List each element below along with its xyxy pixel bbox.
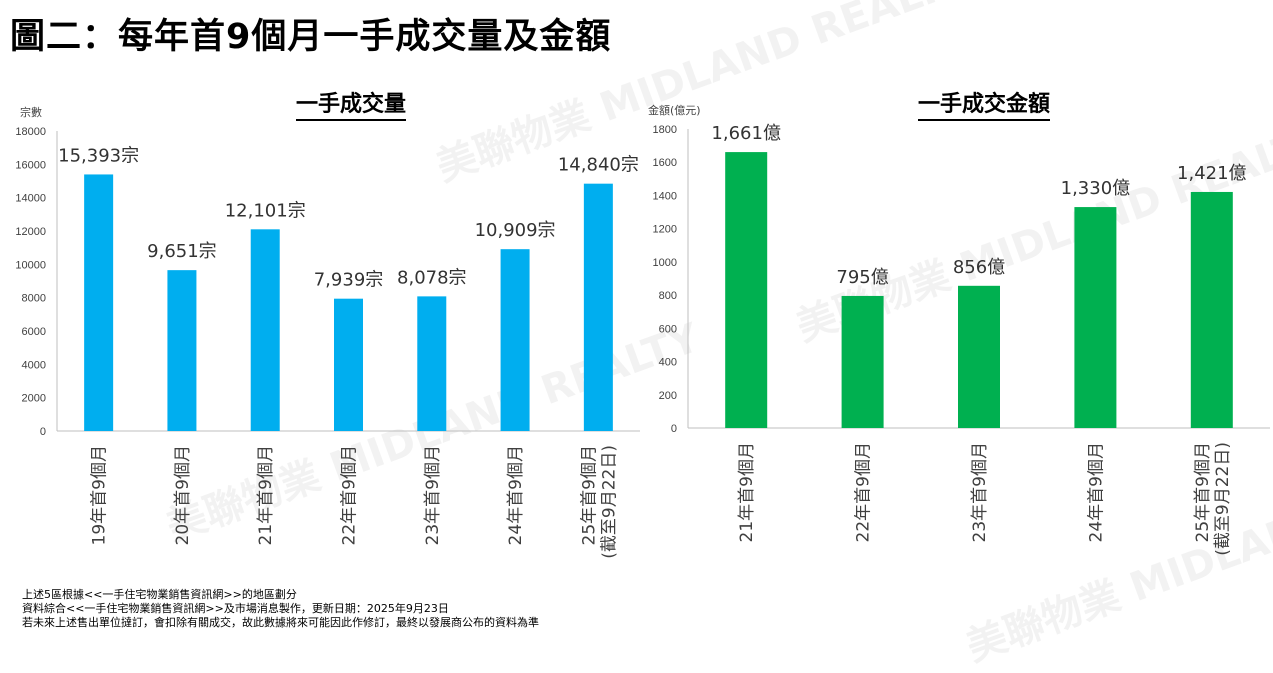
y-tick-label: 0 xyxy=(671,423,677,435)
bar xyxy=(167,270,197,431)
x-tick-label: 21年首9個月 xyxy=(256,445,276,545)
data-label: 14,840宗 xyxy=(558,155,639,176)
bar xyxy=(500,249,530,431)
x-tick-label: 24年首9個月 xyxy=(506,445,526,545)
y-tick-label: 400 xyxy=(659,357,677,369)
x-tick-label: 25年首9個月 xyxy=(579,445,599,545)
bar xyxy=(417,296,447,431)
x-tick-label: 19年首9個月 xyxy=(90,445,110,545)
y-tick-label: 16000 xyxy=(15,159,46,171)
data-label: 9,651宗 xyxy=(147,241,217,262)
x-tick-label: 22年首9個月 xyxy=(854,442,874,542)
bar xyxy=(583,183,613,431)
data-label: 1,330億 xyxy=(1061,178,1131,199)
x-tick-label: 25年首9個月 xyxy=(1193,442,1213,542)
x-tick-label: 22年首9個月 xyxy=(340,445,360,545)
x-tick-label: 23年首9個月 xyxy=(423,445,443,545)
bar xyxy=(334,298,363,431)
y-tick-label: 800 xyxy=(659,290,677,302)
x-tick-label: (截至9月22日) xyxy=(1213,442,1233,556)
y-tick-label: 14000 xyxy=(15,193,46,205)
bar-charts: 0200040006000800010000120001400016000180… xyxy=(15,123,1270,559)
bar xyxy=(1074,207,1117,428)
y-axis-label-volume: 宗數 xyxy=(20,106,42,119)
data-label: 12,101宗 xyxy=(225,200,306,221)
y-tick-label: 1000 xyxy=(653,257,677,269)
data-label: 1,421億 xyxy=(1177,163,1247,184)
footnote: 資料綜合<<一手住宅物業銷售資訊網>>及市場消息製作，更新日期：2025年9月2… xyxy=(22,602,449,615)
chart-title-volume: 一手成交量 xyxy=(296,86,407,121)
data-label: 8,078宗 xyxy=(397,267,467,288)
footnote: 若未來上述售出單位撻訂，會扣除有關成交，故此數據將來可能因此作修訂，最終以發展商… xyxy=(22,616,539,629)
data-label: 15,393宗 xyxy=(58,145,139,166)
chart-title-amount: 一手成交金額 xyxy=(918,86,1051,121)
y-tick-label: 4000 xyxy=(22,359,46,371)
y-tick-label: 12000 xyxy=(15,226,46,238)
x-tick-label: 24年首9個月 xyxy=(1086,442,1106,542)
y-axis-label-amount: 金額(億元) xyxy=(648,104,701,117)
bar xyxy=(841,295,884,428)
x-tick-label: 20年首9個月 xyxy=(173,445,193,545)
data-label: 1,661億 xyxy=(711,123,781,144)
y-tick-label: 600 xyxy=(659,323,677,335)
data-label: 7,939宗 xyxy=(314,270,384,291)
bar xyxy=(725,152,768,428)
y-tick-label: 1800 xyxy=(653,124,677,136)
y-tick-label: 18000 xyxy=(15,126,46,138)
y-tick-label: 2000 xyxy=(22,393,46,405)
y-tick-label: 10000 xyxy=(15,259,46,271)
y-tick-label: 200 xyxy=(659,390,677,402)
x-tick-label: 23年首9個月 xyxy=(970,442,990,542)
y-tick-label: 1200 xyxy=(653,224,677,236)
x-tick-label: 21年首9個月 xyxy=(737,442,757,542)
bar xyxy=(958,285,1000,428)
bar xyxy=(250,229,280,431)
footnotes: 上述5區根據<<一手住宅物業銷售資訊網>>的地區劃分 資料綜合<<一手住宅物業銷… xyxy=(22,588,539,630)
x-tick-label: (截至9月22日) xyxy=(599,445,619,559)
y-tick-label: 1400 xyxy=(653,190,677,202)
bar xyxy=(84,174,114,431)
data-label: 10,909宗 xyxy=(475,220,556,241)
y-tick-label: 6000 xyxy=(22,326,46,338)
y-tick-label: 0 xyxy=(40,426,46,438)
footnote: 上述5區根據<<一手住宅物業銷售資訊網>>的地區劃分 xyxy=(22,588,297,601)
data-label: 856億 xyxy=(953,257,1005,278)
y-tick-label: 8000 xyxy=(22,293,46,305)
data-label: 795億 xyxy=(836,267,888,288)
page-title: 圖二：每年首9個月一手成交量及金額 xyxy=(10,17,612,57)
bar xyxy=(1190,191,1233,428)
y-tick-label: 1600 xyxy=(653,157,677,169)
